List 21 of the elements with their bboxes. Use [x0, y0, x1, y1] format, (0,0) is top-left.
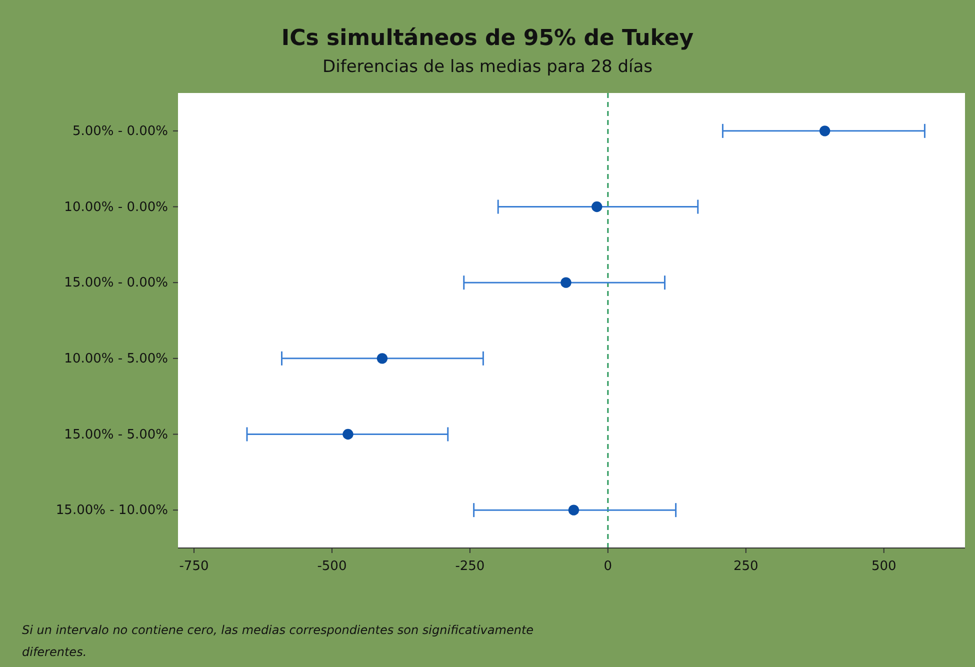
y-tick-label: 5.00% - 0.00%: [72, 124, 168, 139]
chart-subtitle: Diferencias de las medias para 28 días: [322, 57, 653, 77]
x-tick-label: -250: [455, 559, 485, 574]
point: [376, 353, 388, 364]
point: [560, 277, 572, 288]
y-tick-label: 10.00% - 0.00%: [64, 200, 168, 215]
x-tick-label: -750: [179, 559, 209, 574]
x-tick-label: -500: [317, 559, 347, 574]
y-tick-label: 10.00% - 5.00%: [64, 351, 168, 366]
y-tick-label: 15.00% - 10.00%: [56, 503, 168, 518]
x-tick-label: 500: [871, 559, 896, 574]
x-tick-label: 250: [733, 559, 758, 574]
chart-title: ICs simultáneos de 95% de Tukey: [281, 26, 694, 51]
point: [568, 504, 580, 516]
y-tick-label: 15.00% - 5.00%: [64, 427, 168, 442]
point: [819, 126, 830, 136]
point: [342, 428, 354, 440]
point: [592, 201, 602, 212]
text: Si un intervalo no contiene cero, las medias correspondientes son significativamente diferentes.: [22, 623, 534, 659]
y-tick-label: 15.00% - 0.00%: [64, 276, 168, 291]
x-tick-label: 0: [604, 559, 612, 574]
